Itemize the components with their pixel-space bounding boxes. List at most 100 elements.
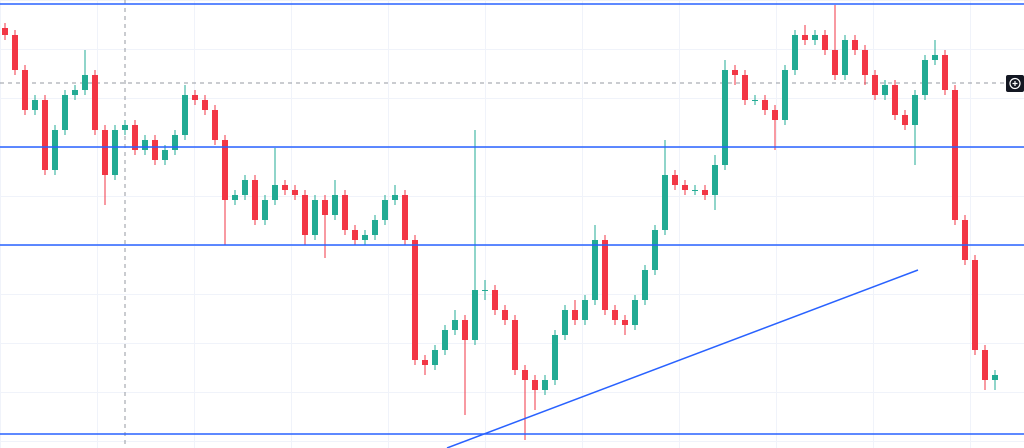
candle-body bbox=[472, 290, 478, 340]
candle-body bbox=[752, 100, 758, 101]
candle-body bbox=[802, 35, 808, 40]
candle-body bbox=[412, 240, 418, 360]
candle-body bbox=[402, 195, 408, 240]
candle-body bbox=[252, 180, 258, 220]
candle-body bbox=[192, 95, 198, 100]
candle-body bbox=[492, 290, 498, 310]
candle-body bbox=[572, 310, 578, 320]
candle-body bbox=[742, 75, 748, 100]
candle-body bbox=[682, 185, 688, 190]
candle-body bbox=[202, 100, 208, 110]
candle-body bbox=[112, 130, 118, 175]
candle-body bbox=[552, 335, 558, 380]
candle-body bbox=[302, 195, 308, 235]
candle-body bbox=[642, 270, 648, 300]
candle-body bbox=[332, 195, 338, 215]
candle-body bbox=[582, 300, 588, 320]
candle-body bbox=[372, 220, 378, 235]
candle-body bbox=[792, 35, 798, 70]
candle-body bbox=[772, 110, 778, 120]
candle-body bbox=[162, 150, 168, 160]
candle-body bbox=[932, 55, 938, 60]
candle-body bbox=[462, 320, 468, 340]
candle-body bbox=[362, 235, 368, 240]
candle-body bbox=[702, 190, 708, 195]
trend-line bbox=[446, 269, 919, 448]
candle-body bbox=[542, 380, 548, 390]
candle-body bbox=[982, 350, 988, 380]
candle-body bbox=[662, 175, 668, 230]
candle-body bbox=[342, 195, 348, 230]
candle-body bbox=[312, 200, 318, 235]
candle-body bbox=[692, 190, 698, 191]
candle-body bbox=[782, 70, 788, 120]
candle-body bbox=[132, 125, 138, 150]
candle-body bbox=[512, 320, 518, 370]
candle-body bbox=[842, 40, 848, 75]
candle-body bbox=[52, 130, 58, 170]
candle-body bbox=[152, 140, 158, 160]
candle-body bbox=[812, 35, 818, 40]
candle-body bbox=[612, 310, 618, 320]
candle-body bbox=[652, 230, 658, 270]
candle-body bbox=[62, 95, 68, 130]
candle-body bbox=[562, 310, 568, 335]
candle-body bbox=[822, 35, 828, 50]
candle-body bbox=[902, 115, 908, 125]
candle-body bbox=[952, 90, 958, 220]
candle-body bbox=[602, 240, 608, 310]
candle-body bbox=[862, 50, 868, 75]
candle-body bbox=[292, 190, 298, 195]
candle-body bbox=[872, 75, 878, 95]
candle-body bbox=[72, 90, 78, 95]
candle-body bbox=[382, 200, 388, 220]
candle-body bbox=[392, 195, 398, 200]
candle-body bbox=[892, 85, 898, 115]
candle-body bbox=[262, 200, 268, 220]
candle-body bbox=[212, 110, 218, 140]
candle-body bbox=[722, 70, 728, 165]
candle-body bbox=[632, 300, 638, 325]
candle-body bbox=[732, 70, 738, 75]
candle-body bbox=[352, 230, 358, 240]
candle-body bbox=[712, 165, 718, 195]
candle-body bbox=[992, 375, 998, 380]
candle-body bbox=[922, 60, 928, 95]
candle-body bbox=[522, 370, 528, 380]
candle-body bbox=[592, 240, 598, 300]
crosshair-icon[interactable] bbox=[1006, 75, 1024, 92]
candle-body bbox=[422, 360, 428, 365]
candle-body bbox=[762, 100, 768, 110]
candle-body bbox=[242, 180, 248, 195]
candle-body bbox=[102, 130, 108, 175]
candle-body bbox=[832, 50, 838, 75]
candle-body bbox=[962, 220, 968, 260]
candle-body bbox=[122, 125, 128, 130]
candle-body bbox=[22, 70, 28, 110]
candle-body bbox=[82, 75, 88, 90]
candle-body bbox=[2, 28, 8, 35]
candle-body bbox=[882, 85, 888, 95]
candle-body bbox=[282, 185, 288, 190]
candle-body bbox=[532, 380, 538, 390]
candle-body bbox=[172, 135, 178, 150]
candle-body bbox=[182, 95, 188, 135]
candle-body bbox=[502, 310, 508, 320]
candle-body bbox=[672, 175, 678, 185]
candle-body bbox=[972, 260, 978, 350]
candle-body bbox=[222, 140, 228, 200]
candle-body bbox=[272, 185, 278, 200]
candle-body bbox=[12, 35, 18, 70]
candle-body bbox=[32, 100, 38, 110]
candle-body bbox=[42, 100, 48, 170]
candle-body bbox=[92, 75, 98, 130]
candle-body bbox=[142, 140, 148, 150]
candle-body bbox=[432, 350, 438, 365]
candle-body bbox=[232, 195, 238, 200]
candle-body bbox=[452, 320, 458, 330]
candle-body bbox=[912, 95, 918, 125]
candle-body bbox=[442, 330, 448, 350]
candle-body bbox=[482, 290, 488, 291]
